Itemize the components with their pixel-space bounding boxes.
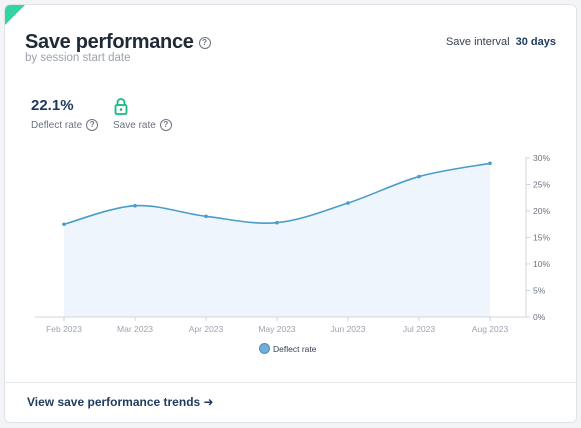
subtitle: by session start date	[25, 52, 131, 64]
x-tick-label: Apr 2023	[189, 324, 224, 334]
save-rate-label: Save rate	[113, 119, 156, 131]
x-tick-label: Aug 2023	[472, 324, 509, 334]
save-rate-label-row: Save rate ?	[113, 119, 172, 131]
metric-deflect-rate: 22.1% Deflect rate ?	[31, 97, 99, 131]
save-performance-card: Save performance ? by session start date…	[4, 4, 577, 423]
y-tick-label: 20%	[533, 206, 550, 216]
y-tick-label: 30%	[533, 153, 550, 163]
lock-icon	[114, 98, 128, 115]
deflect-rate-value: 22.1%	[31, 97, 74, 114]
save-interval-label: Save interval	[445, 36, 510, 48]
help-icon[interactable]: ?	[159, 119, 172, 131]
y-tick-label: 5%	[533, 286, 546, 296]
save-interval[interactable]: Save interval 30 days	[446, 36, 556, 48]
legend-label: Deflect rate	[273, 343, 317, 354]
y-tick-label: 10%	[533, 259, 550, 269]
y-tick-label: 25%	[533, 180, 550, 190]
page-title: Save performance	[25, 31, 194, 53]
deflect-rate-chart: 0% 5% 10% 15% 20% 25% 30% Feb 2023 Mar 2023 Apr 2…	[35, 153, 550, 334]
data-point-5	[417, 174, 421, 179]
metric-save-rate: Save rate ?	[113, 97, 172, 131]
x-tick-label: Jul 2023	[403, 324, 435, 334]
help-icon[interactable]: ?	[198, 36, 211, 49]
chart-legend[interactable]: Deflect rate	[259, 343, 316, 354]
legend-swatch	[259, 343, 270, 354]
series-area	[64, 163, 490, 317]
view-trends-link[interactable]: View save performance trends ➜	[27, 395, 214, 409]
help-icon[interactable]: ?	[86, 119, 99, 131]
x-tick-label: Mar 2023	[117, 324, 153, 334]
title-row: Save performance ?	[25, 31, 211, 54]
deflect-rate-label-row: Deflect rate ?	[31, 119, 99, 131]
data-point-4	[346, 201, 350, 205]
save-rate-value	[113, 97, 172, 117]
deflect-rate-label: Deflect rate	[31, 119, 83, 131]
corner-badge	[5, 5, 25, 25]
y-tick-label: 15%	[533, 233, 550, 243]
data-point-6	[488, 161, 492, 166]
y-tick-label: 0%	[533, 312, 546, 322]
data-point-3	[275, 220, 279, 225]
x-tick-label: Feb 2023	[46, 324, 82, 334]
x-tick-label: May 2023	[258, 324, 296, 334]
data-point-0	[62, 222, 66, 227]
x-tick-label: Jun 2023	[331, 324, 366, 334]
data-point-2	[204, 214, 208, 219]
save-interval-value[interactable]: 30 days	[515, 36, 556, 48]
card-footer: View save performance trends ➜	[5, 382, 576, 422]
data-point-1	[133, 203, 137, 208]
